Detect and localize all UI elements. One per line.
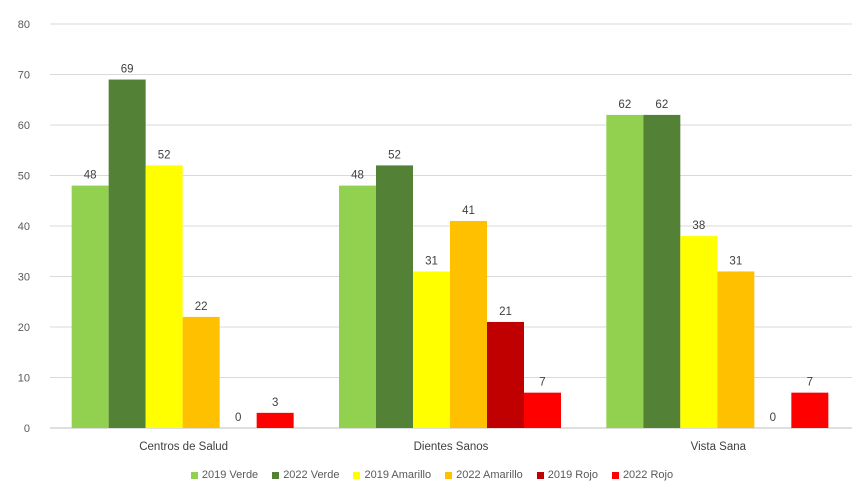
bar	[643, 114, 681, 429]
legend-item: 2019 Verde	[190, 469, 259, 481]
legend-swatch	[536, 471, 544, 479]
y-tick-label: 80	[18, 19, 30, 31]
legend-label: 2019 Rojo	[547, 469, 598, 481]
data-label: 62	[655, 99, 668, 111]
bar	[450, 220, 487, 428]
legend-item: 2022 Amarillo	[445, 469, 523, 481]
y-tick-label: 0	[24, 423, 30, 435]
bar	[606, 114, 644, 429]
data-label: 22	[195, 301, 208, 313]
bar	[487, 321, 524, 428]
y-tick-label: 70	[18, 70, 30, 82]
data-label: 52	[158, 149, 171, 161]
y-tick-label: 30	[18, 272, 30, 284]
bar	[524, 392, 561, 428]
data-label: 41	[462, 205, 475, 217]
legend-swatch	[272, 471, 280, 479]
data-label: 0	[235, 412, 241, 424]
bars	[71, 79, 829, 429]
x-tick-label: Centros de Salud	[139, 441, 228, 453]
x-axis: Centros de Salud Dientes Sanos Vista Sana	[139, 441, 746, 453]
data-label: 21	[499, 306, 512, 318]
data-label: 7	[807, 377, 813, 389]
y-tick-label: 50	[18, 171, 30, 183]
chart-legend: 2019 Verde 2022 Verde 2019 Amarillo 2022 Am…	[0, 466, 864, 484]
bar	[680, 236, 718, 428]
bar	[413, 271, 450, 428]
y-tick-label: 60	[18, 120, 30, 132]
data-label: 31	[425, 255, 438, 267]
bar	[717, 271, 755, 428]
legend-label: 2022 Rojo	[622, 469, 674, 481]
legend-item: 2022 Verde	[272, 469, 339, 481]
y-tick-label: 10	[18, 373, 30, 385]
bar	[256, 412, 294, 428]
y-tick-label: 20	[18, 322, 30, 334]
bar	[376, 165, 413, 428]
data-label: 0	[770, 412, 776, 424]
data-label: 7	[539, 377, 545, 389]
legend-item: 2019 Amarillo	[353, 469, 431, 481]
data-label: 62	[618, 99, 631, 111]
legend-item: 2019 Rojo	[536, 469, 598, 481]
data-label: 31	[729, 255, 742, 267]
x-tick-label: Dientes Sanos	[414, 441, 489, 453]
y-tick-label: 40	[18, 221, 30, 233]
bar	[145, 165, 183, 428]
data-label: 48	[84, 170, 97, 182]
legend-swatch	[445, 471, 453, 479]
legend-swatch	[353, 471, 361, 479]
data-label: 48	[351, 170, 364, 182]
data-label: 38	[692, 220, 705, 232]
x-tick-label: Vista Sana	[691, 441, 747, 453]
legend-item: 2022 Rojo	[611, 469, 674, 481]
y-axis: 0 10 20 30 40 50 60 70 80	[18, 19, 30, 435]
legend-swatch	[611, 471, 619, 479]
legend-label: 2022 Verde	[283, 469, 340, 481]
legend-label: 2019 Verde	[201, 469, 259, 481]
bar	[108, 79, 146, 429]
legend-label: 2019 Amarillo	[364, 469, 432, 481]
bar	[71, 185, 109, 428]
data-label: 52	[388, 149, 401, 161]
legend-swatch	[190, 471, 198, 479]
bar	[182, 316, 220, 428]
data-labels: 48 69 52 22 0 3 48 52 31 41 21 7 62 62 38 31 0 7	[84, 64, 813, 424]
data-label: 3	[272, 397, 278, 409]
bar	[791, 392, 829, 428]
data-label: 69	[121, 64, 134, 76]
legend-label: 2022 Amarillo	[456, 469, 523, 481]
bar	[339, 185, 376, 428]
